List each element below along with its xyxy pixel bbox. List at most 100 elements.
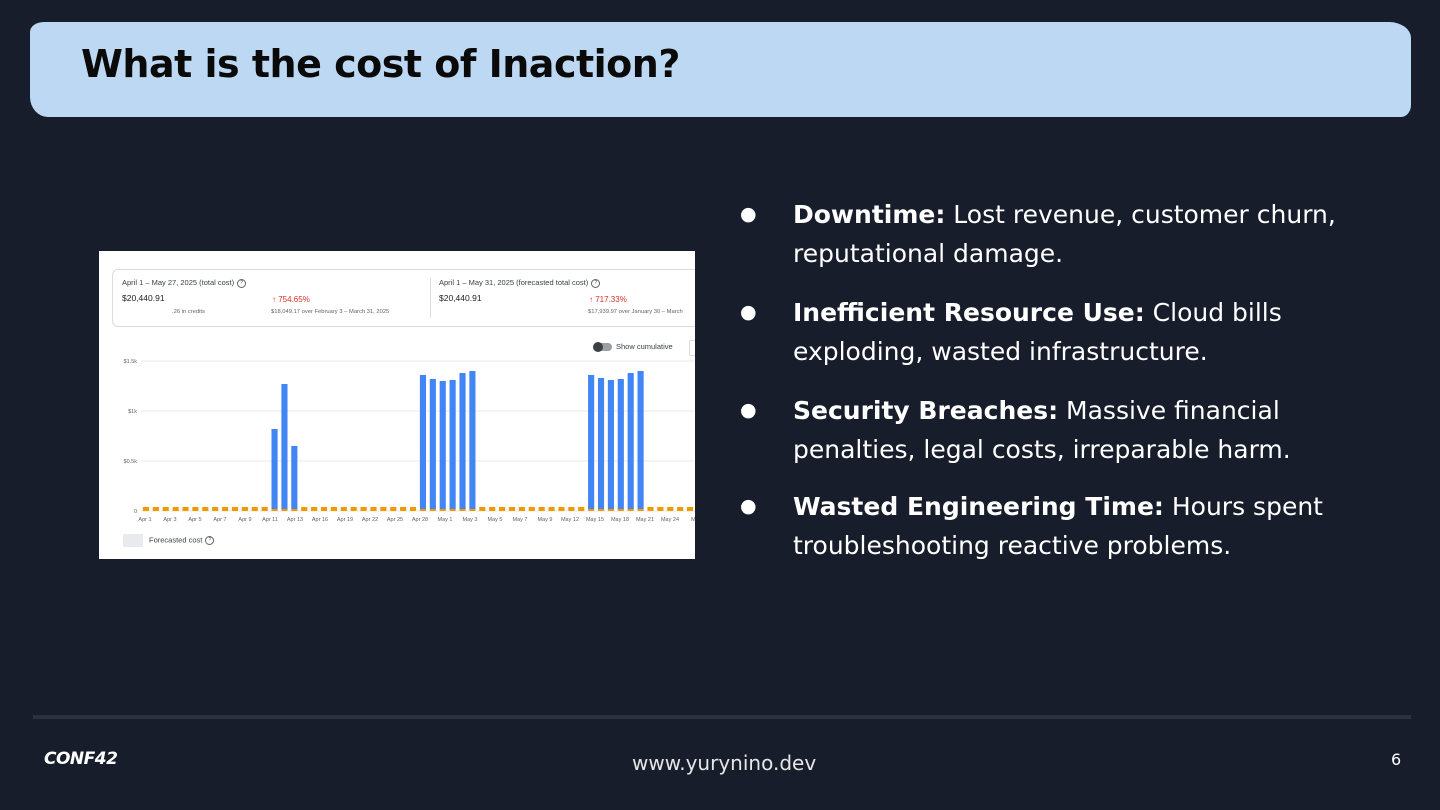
- help-circle-icon[interactable]: ?: [591, 278, 601, 288]
- cost-bar: [607, 380, 614, 509]
- y-tick-label: $0.5k: [124, 459, 138, 465]
- x-tick-label: May 24: [661, 517, 679, 523]
- x-tick-label: Apr 19: [337, 517, 353, 523]
- bullet-term: Security Breaches:: [793, 396, 1059, 425]
- bullet-text: Cloud bills exploding, wasted infrastruc…: [793, 298, 1282, 366]
- footer-website[interactable]: www.yurynino.dev: [632, 751, 817, 775]
- cost-bar: [597, 378, 605, 509]
- forecast-bar: [261, 507, 268, 511]
- x-tick-label: May 1: [438, 517, 453, 523]
- y-tick-label: $1.5k: [124, 359, 138, 365]
- legend-swatch: [123, 534, 143, 547]
- forecast-bar: [380, 507, 387, 511]
- forecast-cost-block: April 1 – May 31, 2025 (forecasted total…: [439, 278, 683, 315]
- title-banner: [30, 22, 1411, 117]
- chart-options-box[interactable]: [689, 340, 695, 356]
- total-cost-block: April 1 – May 27, 2025 (total cost)? $20…: [122, 278, 389, 315]
- forecast-bar: [182, 507, 189, 511]
- page-number: 6: [1391, 750, 1402, 769]
- forecast-bar: [429, 509, 436, 511]
- x-tick-label: May 12: [561, 517, 579, 523]
- x-tick-label: Apr 28: [412, 517, 428, 523]
- forecast-bar: [301, 507, 308, 511]
- bullet-term: Inefficient Resource Use:: [793, 298, 1145, 327]
- forecast-bar: [548, 507, 555, 511]
- footer-divider: [33, 715, 1411, 719]
- forecast-bar: [222, 507, 229, 511]
- bullet-text: Lost revenue, customer churn, reputation…: [793, 200, 1336, 268]
- forecast-bar: [241, 507, 248, 511]
- cost-bar: [469, 371, 476, 509]
- credits-note: .26 in credits: [172, 309, 205, 315]
- forecast-bar: [637, 509, 644, 511]
- forecast-bar: [142, 507, 150, 511]
- forecast-bar: [212, 507, 219, 511]
- forecast-bar: [330, 507, 337, 511]
- forecast-bar: [686, 507, 694, 511]
- forecast-bar: [370, 507, 377, 511]
- bullet-item: Downtime: Lost revenue, customer churn, …: [740, 195, 1340, 273]
- bullet-term: Downtime:: [793, 200, 946, 229]
- forecast-bar: [617, 509, 624, 511]
- total-cost-period: April 1 – May 27, 2025 (total cost): [122, 278, 235, 287]
- x-tick-label: Apr 1: [138, 517, 151, 523]
- cost-bar: [419, 375, 427, 509]
- forecast-bar: [489, 507, 496, 511]
- forecast-bar: [291, 509, 298, 511]
- bullet-text: Massive financial penalties, legal costs…: [793, 396, 1291, 464]
- y-tick-label: 0: [134, 509, 137, 515]
- x-tick-label: May 18: [611, 517, 629, 523]
- forecast-cost-change: 717.33%: [595, 295, 627, 304]
- forecast-bar: [647, 507, 654, 511]
- x-tick-label: Apr 13: [287, 517, 303, 523]
- forecast-bar: [360, 507, 367, 511]
- help-circle-icon[interactable]: ?: [205, 536, 215, 545]
- legend-label: Forecasted cost: [149, 535, 203, 545]
- x-tick-label: Apr 11: [262, 517, 278, 523]
- arrow-up-icon: ↑: [589, 295, 593, 304]
- x-tick-label: Apr 5: [188, 517, 201, 523]
- x-tick-label: Apr 7: [213, 517, 226, 523]
- x-tick-label: Apr 22: [362, 517, 378, 523]
- cost-summary-card: April 1 – May 27, 2025 (total cost)? $20…: [112, 269, 695, 327]
- forecast-bar: [419, 509, 427, 511]
- cost-bar: [271, 429, 278, 509]
- cost-bar: [459, 373, 466, 509]
- forecast-bar: [162, 507, 169, 511]
- help-circle-icon[interactable]: ?: [237, 278, 247, 288]
- forecast-bar: [469, 509, 476, 511]
- conf42-logo: CONF42: [44, 749, 118, 769]
- toggle-switch[interactable]: [593, 342, 612, 353]
- forecast-bar: [172, 507, 179, 511]
- x-tick-label: Apr 16: [312, 517, 328, 523]
- forecast-bar: [340, 507, 347, 511]
- forecast-bar: [320, 507, 328, 511]
- x-tick-label: Apr 25: [387, 517, 403, 523]
- forecast-bar: [350, 507, 357, 511]
- x-tick-label: May 5: [488, 517, 503, 523]
- forecast-cost-change-note: $17,939.97 over January 30 – March: [588, 309, 683, 315]
- cumulative-toggle[interactable]: Show cumulative: [593, 342, 673, 353]
- cost-bar: [637, 371, 644, 509]
- x-tick-label: May 15: [586, 517, 604, 523]
- forecast-bar: [538, 507, 545, 511]
- forecast-bar: [518, 507, 525, 511]
- total-cost-change-note: $18,049.17 over February 3 – March 31, 2…: [271, 309, 390, 315]
- forecast-bar: [311, 507, 318, 511]
- x-tick-label: May 21: [636, 517, 654, 523]
- forecast-bar: [439, 509, 446, 511]
- cost-bar: [439, 381, 446, 509]
- forecast-bar: [202, 507, 209, 511]
- forecast-bar: [627, 509, 634, 511]
- x-tick-label: Apr 3: [163, 517, 176, 523]
- bullet-term: Wasted Engineering Time:: [793, 492, 1164, 521]
- bullet-item: Security Breaches: Massive financial pen…: [740, 391, 1340, 469]
- summary-divider: [430, 278, 431, 318]
- forecast-bar: [528, 507, 535, 511]
- forecast-bar: [390, 507, 397, 511]
- cost-bar: [291, 446, 298, 509]
- forecast-bar: [558, 507, 565, 511]
- y-tick-label: $1k: [128, 409, 137, 415]
- forecast-bar: [251, 507, 258, 511]
